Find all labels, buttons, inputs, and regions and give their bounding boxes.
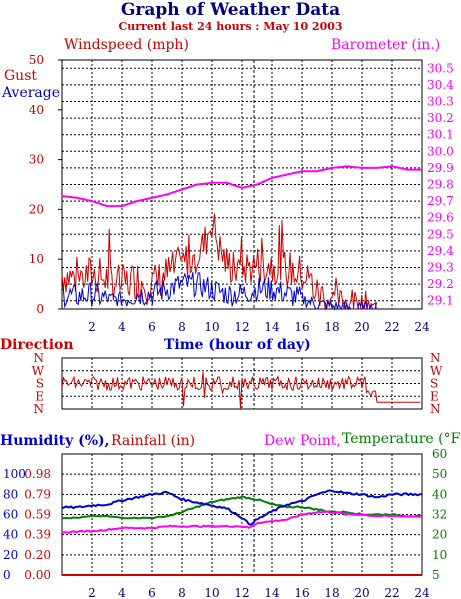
x-tick-label: 14 [264, 320, 280, 334]
direction-tick-label-left: N [34, 351, 45, 365]
average-legend-label: Average [2, 85, 61, 101]
dewpoint-label: Dew Point, [264, 433, 341, 449]
windspeed-label: Windspeed (mph) [64, 37, 189, 53]
barometer-tick-label: 29.7 [427, 194, 454, 208]
windspeed-tick-label: 0 [36, 302, 44, 316]
x-tick-label-bottom: 20 [354, 586, 369, 599]
barometer-tick-label: 29.4 [427, 244, 454, 258]
temperature-tick-label: 10 [432, 548, 447, 562]
x-tick-label-bottom: 12 [234, 586, 249, 599]
rainfall-label: Rainfall (in) [111, 433, 196, 449]
rainfall-tick-label: 0.20 [24, 548, 51, 562]
direction-label: Direction [0, 337, 74, 353]
direction-series-line [61, 372, 421, 410]
humidity-tick-label: 100 [3, 467, 26, 481]
windspeed-tick-label: 50 [29, 53, 44, 67]
x-tick-label: 18 [324, 320, 339, 334]
barometer-tick-label: 29.2 [427, 277, 454, 291]
x-tick-label-bottom: 24 [414, 586, 430, 599]
chart-subtitle: Current last 24 hours : May 10 2003 [118, 20, 343, 33]
temperature-label: Temperature (°F) [342, 431, 461, 447]
windspeed-tick-label: 20 [29, 202, 44, 216]
rainfall-tick-label: 0.98 [24, 467, 51, 481]
barometer-tick-label: 30.1 [427, 128, 454, 142]
x-tick-label-bottom: 6 [148, 586, 156, 599]
x-tick-label: 12 [234, 320, 249, 334]
direction-tick-label-left: N [34, 402, 45, 416]
direction-tick-label-left: W [32, 364, 45, 378]
rainfall-tick-label: 0.59 [24, 508, 51, 522]
x-tick-label: 2 [88, 320, 96, 334]
direction-tick-label-right: E [430, 389, 439, 403]
gust-legend-label: Gust [4, 68, 38, 84]
x-tick-label: 6 [148, 320, 156, 334]
direction-tick-label-left: S [36, 377, 44, 391]
x-tick-label: 16 [294, 320, 309, 334]
windspeed-tick-label: 10 [29, 252, 44, 266]
direction-tick-label-right: N [430, 402, 441, 416]
temperature-tick-label: 60 [432, 447, 447, 461]
barometer-label: Barometer (in.) [331, 37, 441, 53]
barometer-tick-label: 30.4 [427, 78, 454, 92]
barometer-tick-label: 30.3 [427, 95, 454, 109]
windspeed-tick-label: 40 [29, 103, 44, 117]
rainfall-tick-label: 0.00 [24, 568, 51, 582]
temperature-tick-label: 20 [432, 528, 447, 542]
x-tick-label-bottom: 8 [178, 586, 186, 599]
humidity-series-line [61, 489, 423, 526]
x-tick-label-bottom: 14 [264, 586, 280, 599]
x-tick-label: 22 [384, 320, 399, 334]
x-tick-label: 8 [178, 320, 186, 334]
barometer-tick-label: 30.2 [427, 111, 454, 125]
humidity-tick-label: 60 [3, 508, 18, 522]
x-tick-label: 4 [118, 320, 126, 334]
barometer-series-line [61, 165, 422, 208]
temperature-tick-label: 32 [432, 508, 447, 522]
direction-tick-label-right: W [430, 364, 443, 378]
barometer-tick-label: 29.6 [427, 211, 454, 225]
humidity-label: Humidity (%), [0, 433, 110, 449]
temperature-tick-label: 40 [432, 487, 447, 501]
humidity-tick-label: 80 [3, 487, 18, 501]
gust-series-line [61, 213, 377, 311]
x-tick-label-bottom: 4 [118, 586, 126, 599]
barometer-tick-label: 29.3 [427, 261, 454, 275]
barometer-tick-label: 30.0 [427, 144, 454, 158]
average-series-line [61, 272, 377, 311]
direction-tick-label-left: E [35, 389, 44, 403]
humidity-tick-label: 20 [3, 548, 18, 562]
direction-tick-label-right: S [430, 377, 438, 391]
x-tick-label: 24 [414, 320, 430, 334]
rainfall-tick-label: 0.39 [24, 528, 51, 542]
x-tick-label-bottom: 10 [204, 586, 219, 599]
x-tick-label-bottom: 16 [294, 586, 309, 599]
barometer-tick-label: 30.5 [427, 61, 454, 75]
x-tick-label-bottom: 2 [88, 586, 96, 599]
barometer-tick-label: 29.5 [427, 227, 454, 241]
dewpoint-series-line [61, 510, 423, 534]
barometer-tick-label: 29.8 [427, 178, 454, 192]
x-tick-label: 10 [204, 320, 219, 334]
x-tick-label: 20 [354, 320, 369, 334]
temperature-tick-label: 5 [432, 568, 440, 582]
barometer-tick-label: 29.1 [427, 294, 454, 308]
x-axis-label: Time (hour of day) [164, 337, 311, 353]
rainfall-tick-label: 0.79 [24, 487, 51, 501]
temperature-tick-label: 50 [432, 467, 447, 481]
x-tick-label-bottom: 18 [324, 586, 339, 599]
humidity-tick-label: 40 [3, 528, 18, 542]
direction-tick-label-right: N [430, 351, 441, 365]
x-tick-label-bottom: 22 [384, 586, 399, 599]
windspeed-tick-label: 30 [29, 153, 44, 167]
chart-title: Graph of Weather Data [120, 0, 341, 20]
humidity-tick-label: 0 [3, 568, 11, 582]
barometer-tick-label: 29.9 [427, 161, 454, 175]
